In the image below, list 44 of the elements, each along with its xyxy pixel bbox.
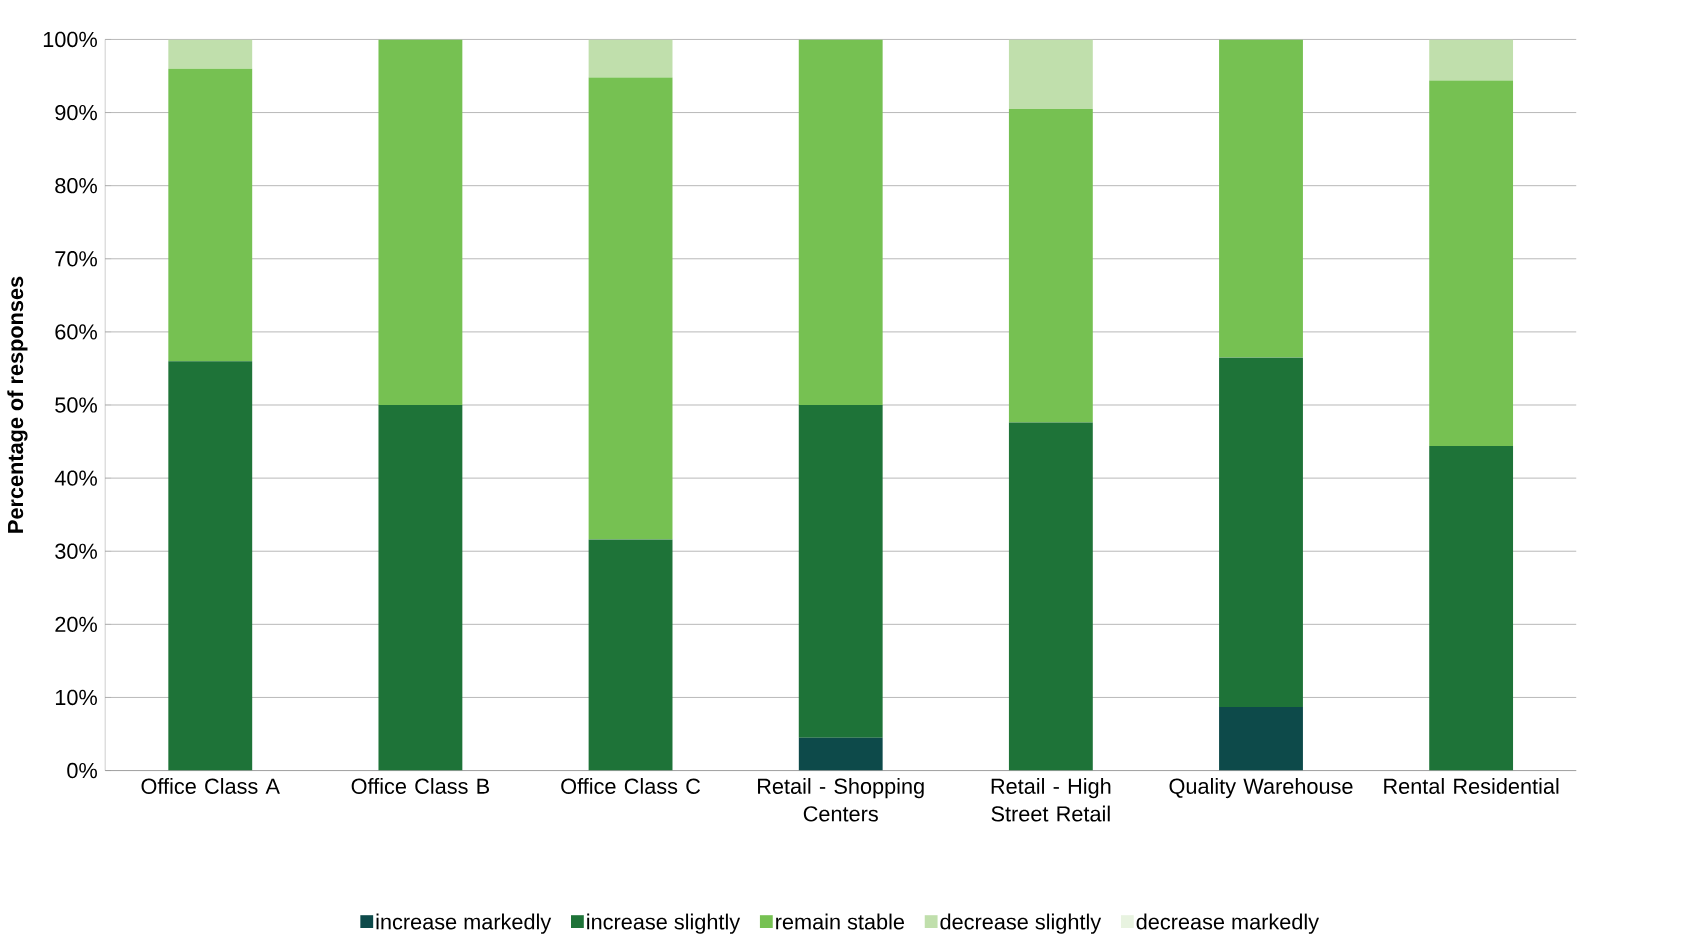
x-tick-label: Office Class C (561, 777, 701, 794)
y-tick-label: 10% (55, 689, 97, 706)
bar (168, 361, 253, 771)
bar (1008, 108, 1093, 423)
x-tick-label: Retail - High Street Retail (991, 777, 1111, 822)
bar (168, 39, 253, 69)
y-tick-label: 70% (55, 251, 97, 267)
bar (798, 39, 883, 405)
bar (1008, 422, 1093, 771)
bar (1219, 706, 1303, 771)
legend-label: decrease slightly (940, 913, 1102, 934)
y-tick-label: 90% (55, 104, 97, 121)
y-tick-label: 30% (55, 543, 97, 559)
y-tick-label: 0% (67, 762, 97, 779)
bar (798, 404, 883, 738)
bar (1219, 357, 1303, 707)
bar (1429, 445, 1514, 771)
bar (1429, 80, 1514, 446)
x-tick-label: Retail - Shopping Centers (758, 777, 924, 822)
y-tick-label: 50% (55, 397, 97, 413)
bar (588, 77, 673, 540)
legend-label: increase slightly (587, 913, 741, 934)
bar (168, 68, 253, 362)
bar (378, 404, 463, 771)
y-tick-label: 100% (43, 31, 97, 48)
bar (588, 539, 673, 771)
bar (1219, 39, 1303, 358)
bar (588, 39, 673, 78)
legend-label: remain stable (776, 913, 905, 930)
x-tick-label: Office Class A (141, 777, 280, 794)
legend-label: increase markedly (376, 913, 552, 934)
x-tick-label: Rental Residential (1384, 777, 1559, 794)
bar (1008, 39, 1093, 109)
y-axis-title: Percentage of responses (7, 276, 28, 533)
y-tick-label: 20% (55, 616, 97, 632)
x-tick-label: Office Class B (351, 777, 490, 794)
x-tick-label: Quality Warehouse (1169, 777, 1353, 799)
bar (1429, 39, 1514, 81)
bar (798, 737, 883, 771)
bar (378, 39, 463, 405)
y-tick-label: 80% (55, 177, 97, 194)
y-tick-label: 60% (55, 324, 97, 340)
legend-label: decrease markedly (1136, 913, 1319, 934)
y-tick-label: 40% (54, 470, 97, 486)
